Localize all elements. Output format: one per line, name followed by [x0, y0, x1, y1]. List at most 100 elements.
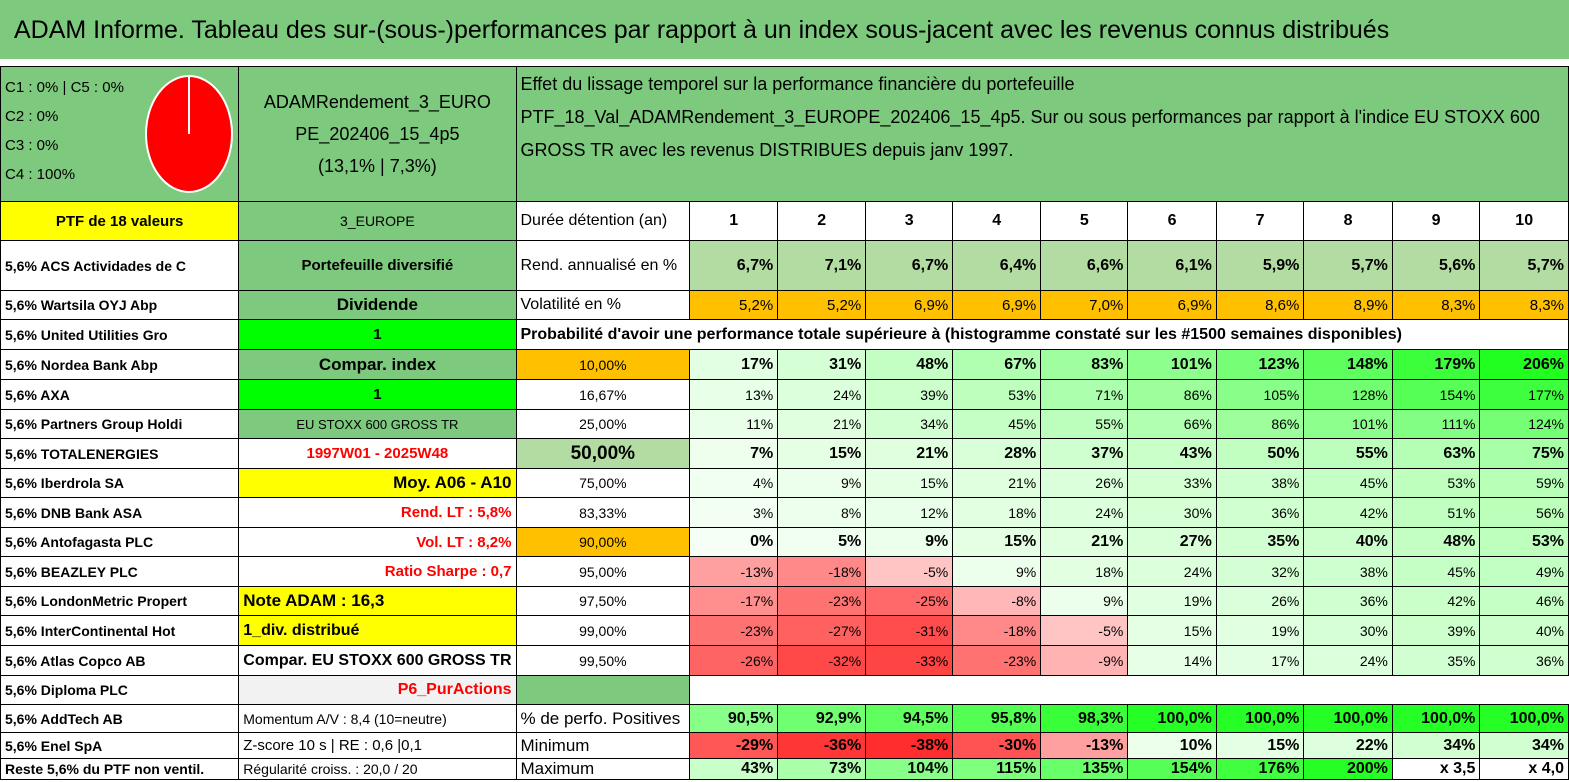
- probability-value: 15%: [865, 468, 954, 498]
- probability-value: 123%: [1215, 349, 1305, 380]
- probability-value: 5%: [777, 527, 867, 557]
- probability-value: 53%: [952, 379, 1042, 410]
- probability-value: 26%: [1040, 468, 1129, 498]
- probability-value: 63%: [1391, 438, 1481, 469]
- year-header: 5: [1040, 201, 1129, 241]
- probability-value: -8%: [952, 586, 1042, 616]
- fund-return-vol: (13,1% | 7,3%): [318, 156, 437, 176]
- probability-level: 83,33%: [515, 497, 691, 528]
- rend-label: Rend. annualisé en %: [515, 240, 691, 291]
- min-value: 22%: [1303, 732, 1393, 759]
- probability-value: 66%: [1127, 409, 1217, 439]
- holding-row: 5,6% Wartsila OYJ Abp: [0, 290, 240, 320]
- info-cell: 1: [238, 319, 517, 350]
- probability-level: 75,00%: [515, 468, 691, 498]
- info-cell: 1997W01 - 2025W48: [238, 438, 517, 469]
- probability-value: 42%: [1303, 497, 1393, 528]
- probability-value: 17%: [1215, 645, 1305, 676]
- pos-value: 95,8%: [952, 704, 1042, 733]
- rend-value: 6,7%: [689, 240, 779, 291]
- probability-value: 59%: [1479, 468, 1569, 498]
- year-header: 9: [1391, 201, 1481, 241]
- probability-value: 9%: [865, 527, 954, 557]
- probability-value: 21%: [1040, 527, 1129, 557]
- rend-value: 6,4%: [952, 240, 1042, 291]
- pos-value: 100,0%: [1391, 704, 1481, 733]
- info-cell: Compar. EU STOXX 600 GROSS TR: [238, 645, 517, 676]
- holding-row: 5,6% DNB Bank ASA: [0, 497, 240, 528]
- info-cell: Vol. LT : 8,2%: [238, 527, 517, 557]
- probability-value: 86%: [1215, 409, 1305, 439]
- probability-value: -5%: [1040, 615, 1129, 646]
- probability-value: -26%: [689, 645, 779, 676]
- probability-value: 206%: [1479, 349, 1569, 380]
- probability-value: -18%: [777, 556, 867, 587]
- probability-value: 18%: [1040, 556, 1129, 587]
- probability-value: 38%: [1303, 556, 1393, 587]
- max-value: 104%: [865, 758, 954, 780]
- probability-value: 35%: [1215, 527, 1305, 557]
- pos-value: 94,5%: [865, 704, 954, 733]
- probability-value: 36%: [1303, 586, 1393, 616]
- probability-value: 101%: [1303, 409, 1393, 439]
- probability-value: -27%: [777, 615, 867, 646]
- probability-value: 26%: [1215, 586, 1305, 616]
- probability-value: 71%: [1040, 379, 1129, 410]
- info-cell: 1: [238, 379, 517, 410]
- description-line2: PTF_18_Val_ADAMRendement_3_EUROPE_202406…: [520, 107, 1540, 127]
- min-value: 34%: [1479, 732, 1569, 759]
- legend-c1-c5: C1 : 0% | C5 : 0%: [5, 79, 124, 96]
- title-separator: [0, 62, 1569, 66]
- probability-value: 4%: [689, 468, 779, 498]
- rend-value: 5,7%: [1479, 240, 1569, 291]
- holding-row: 5,6% Atlas Copco AB: [0, 645, 240, 676]
- pos-value: 100,0%: [1479, 704, 1569, 733]
- vol-value: 6,9%: [952, 290, 1042, 320]
- probability-value: 40%: [1479, 615, 1569, 646]
- probability-value: 37%: [1040, 438, 1129, 469]
- probability-value: -18%: [952, 615, 1042, 646]
- probability-value: 105%: [1215, 379, 1305, 410]
- probability-level: 99,50%: [515, 645, 691, 676]
- holding-row: 5,6% Diploma PLC: [0, 675, 240, 705]
- vol-value: 5,2%: [777, 290, 867, 320]
- min-value: -36%: [777, 732, 867, 759]
- probability-value: 15%: [952, 527, 1042, 557]
- probability-value: 0%: [689, 527, 779, 557]
- probability-value: 55%: [1040, 409, 1129, 439]
- rend-value: 6,7%: [865, 240, 954, 291]
- probability-value: 39%: [865, 379, 954, 410]
- probability-value: 124%: [1479, 409, 1569, 439]
- probability-value: 53%: [1479, 527, 1569, 557]
- probability-value: 39%: [1391, 615, 1481, 646]
- region-label: 3_EUROPE: [238, 201, 517, 241]
- probability-value: 21%: [952, 468, 1042, 498]
- probability-value: 32%: [1215, 556, 1305, 587]
- spacer-cell: [515, 675, 691, 705]
- probability-value: -32%: [777, 645, 867, 676]
- holding-row: 5,6% Antofagasta PLC: [0, 527, 240, 557]
- probability-value: -23%: [952, 645, 1042, 676]
- info-cell: EU STOXX 600 GROSS TR: [238, 409, 517, 439]
- probability-level: 50,00%: [515, 438, 691, 469]
- info-cell: Moy. A06 - A10: [238, 468, 517, 498]
- holding-row: 5,6% TOTALENERGIES: [0, 438, 240, 469]
- year-header: 10: [1479, 201, 1569, 241]
- max-value: x 4,0: [1479, 758, 1569, 780]
- probability-value: 21%: [777, 409, 867, 439]
- max-value: x 3,5: [1391, 758, 1481, 780]
- holding-row: 5,6% AddTech AB: [0, 704, 240, 733]
- probability-value: -31%: [865, 615, 954, 646]
- min-label: Minimum: [515, 732, 691, 759]
- info-cell: Note ADAM : 16,3: [238, 586, 517, 616]
- probability-value: 55%: [1303, 438, 1393, 469]
- probability-value: 56%: [1479, 497, 1569, 528]
- probability-level: 25,00%: [515, 409, 691, 439]
- probability-value: 24%: [777, 379, 867, 410]
- probability-value: -17%: [689, 586, 779, 616]
- year-header: 8: [1303, 201, 1393, 241]
- probability-title: Probabilité d'avoir une performance tota…: [515, 319, 1569, 350]
- holding-row: 5,6% Iberdrola SA: [0, 468, 240, 498]
- probability-level: 16,67%: [515, 379, 691, 410]
- pos-value: 98,3%: [1040, 704, 1129, 733]
